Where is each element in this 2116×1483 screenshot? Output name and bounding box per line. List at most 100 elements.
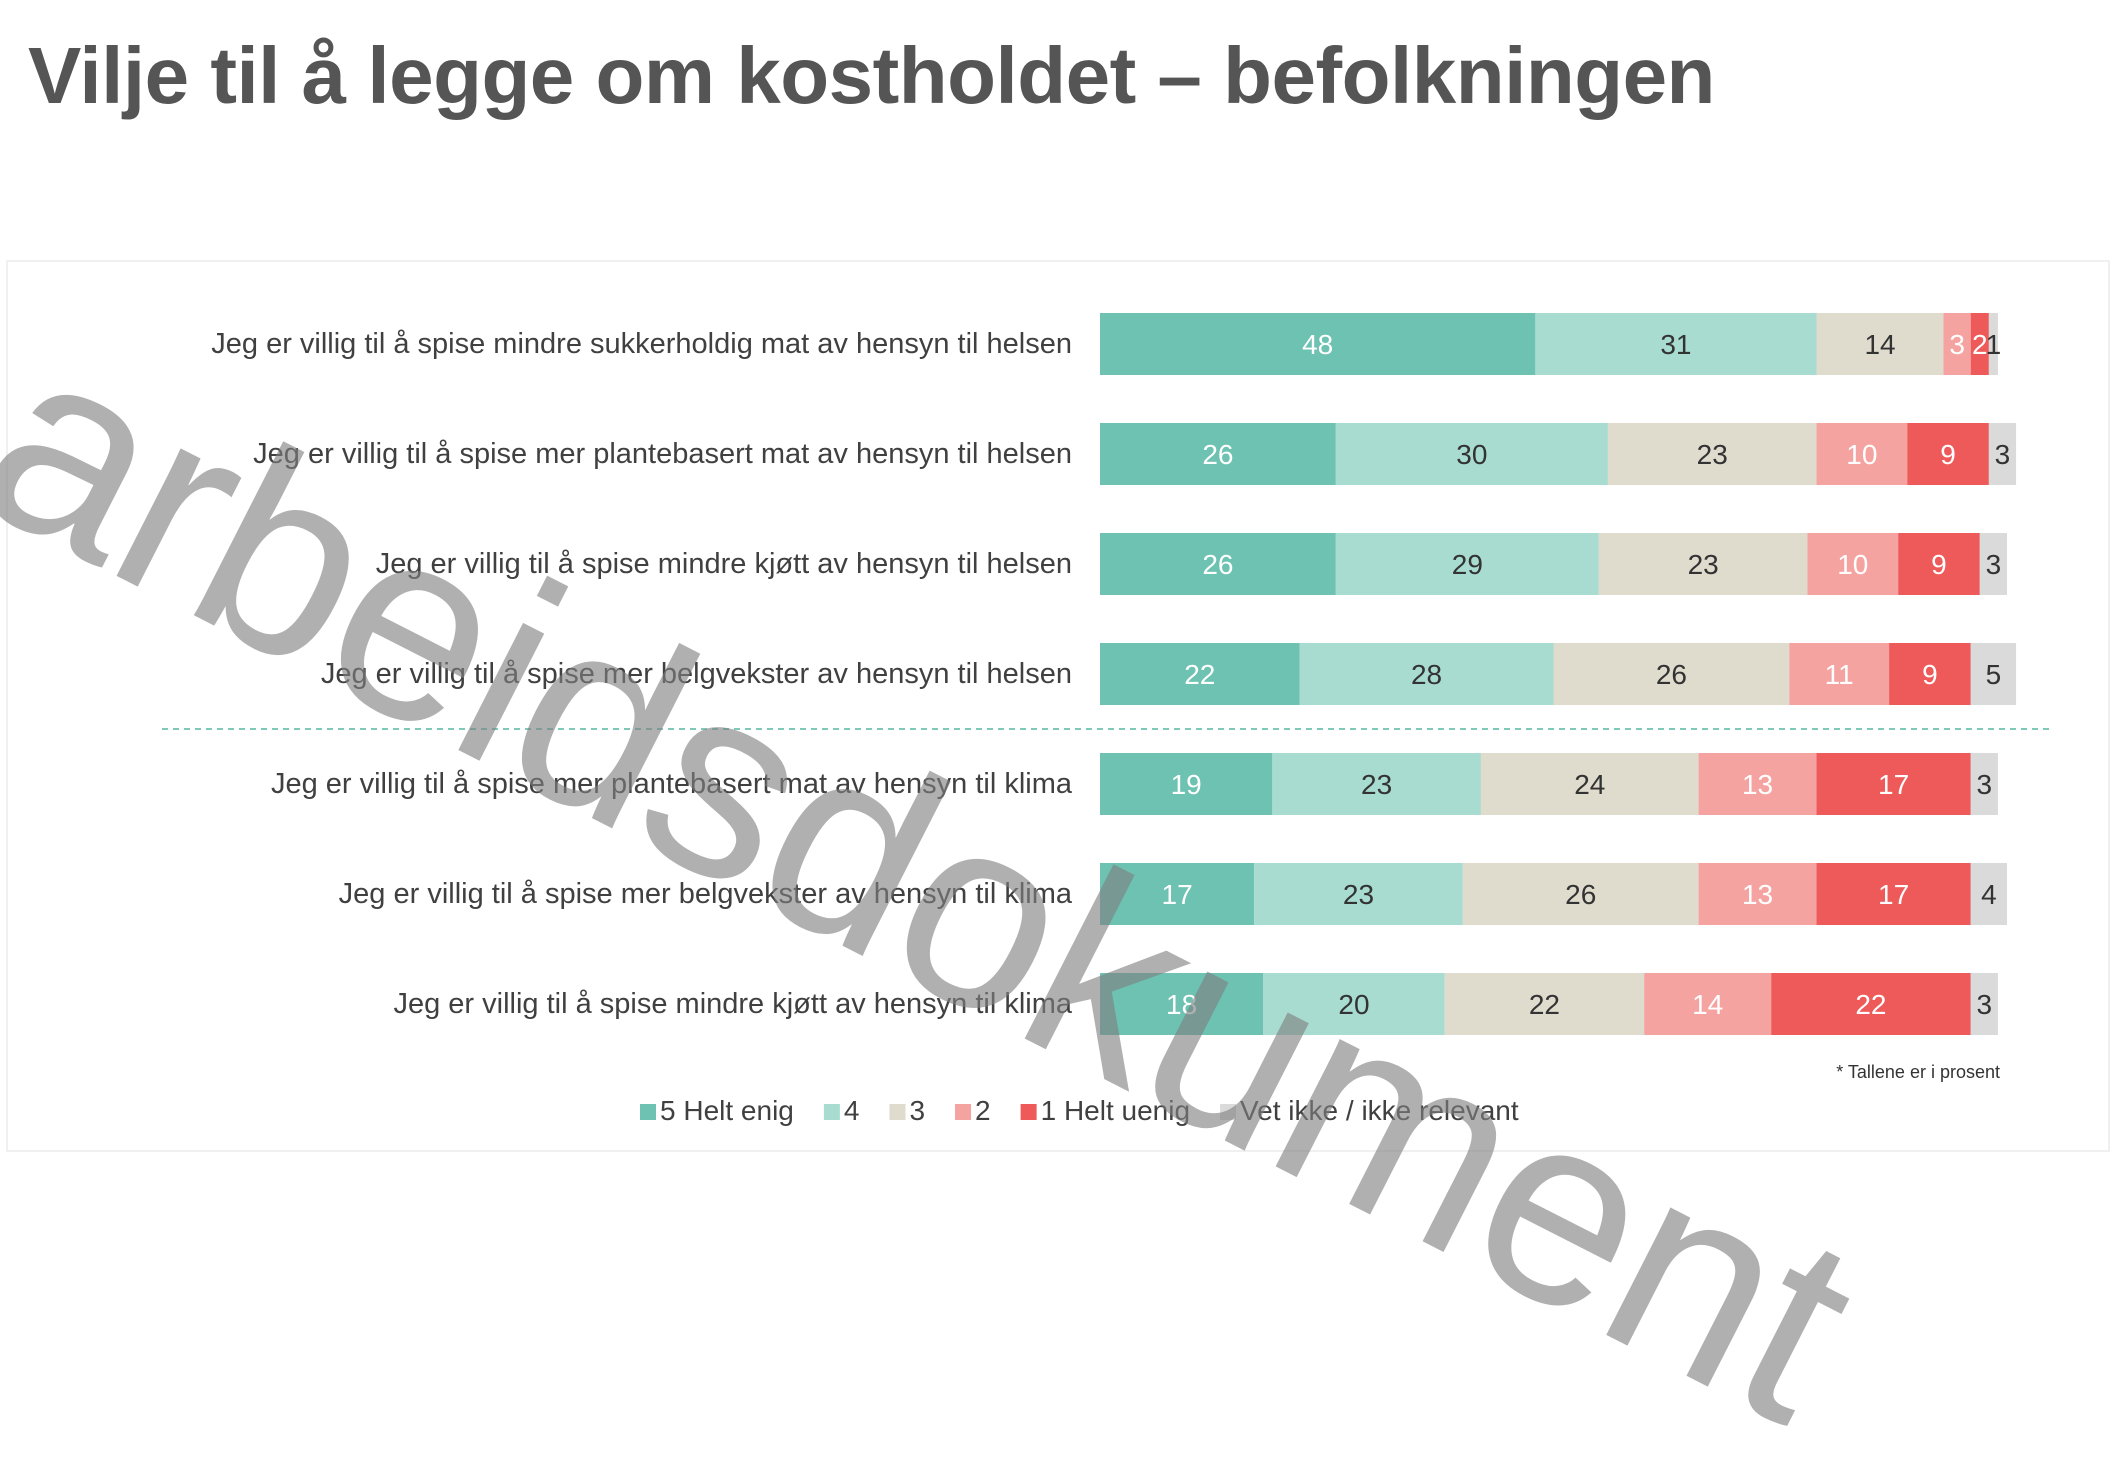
data-label: 31 bbox=[1660, 329, 1691, 360]
bar-segment bbox=[1970, 753, 1998, 815]
data-label: 17 bbox=[1878, 879, 1909, 910]
bar-segment bbox=[1979, 533, 2007, 595]
stacked-bar-chart: Jeg er villig til å spise mindre sukkerh… bbox=[162, 313, 2050, 1126]
bar-segment bbox=[1970, 973, 1998, 1035]
data-label: 11 bbox=[1825, 659, 1854, 690]
data-label: 14 bbox=[1692, 989, 1723, 1020]
data-label: 14 bbox=[1864, 329, 1895, 360]
data-label: 22 bbox=[1855, 989, 1886, 1020]
bar-segment bbox=[1889, 643, 1971, 705]
bar-segment bbox=[1100, 423, 1336, 485]
data-label: 5 bbox=[1986, 659, 2002, 690]
category-label: Jeg er villig til å spise mindre kjøtt a… bbox=[376, 548, 1072, 580]
bar-segment bbox=[1263, 973, 1445, 1035]
bar-segment bbox=[1970, 643, 2017, 705]
data-label: 26 bbox=[1202, 439, 1233, 470]
data-label: 18 bbox=[1166, 989, 1197, 1020]
bar-segment bbox=[1100, 533, 1336, 595]
bar-segment bbox=[1535, 313, 1817, 375]
data-label: 9 bbox=[1922, 659, 1938, 690]
legend-swatch bbox=[1220, 1104, 1237, 1120]
data-label: 4 bbox=[1981, 879, 1997, 910]
data-label: 29 bbox=[1452, 549, 1483, 580]
data-label: 22 bbox=[1529, 989, 1560, 1020]
category-label: Jeg er villig til å spise mindre sukkerh… bbox=[211, 328, 1072, 360]
bar-segment bbox=[1100, 863, 1255, 925]
legend-swatch bbox=[1020, 1104, 1037, 1120]
bar-segment bbox=[1816, 863, 1971, 925]
bar-segment bbox=[1988, 313, 1998, 375]
chart-panel bbox=[6, 260, 2110, 1152]
legend-swatch bbox=[823, 1104, 840, 1120]
data-label: 19 bbox=[1171, 769, 1202, 800]
data-label: 3 bbox=[1995, 439, 2011, 470]
data-label: 22 bbox=[1184, 659, 1215, 690]
legend-swatch bbox=[640, 1104, 656, 1120]
bar-segment bbox=[1816, 313, 1944, 375]
data-label: 10 bbox=[1846, 439, 1877, 470]
bar-segment bbox=[1943, 313, 1971, 375]
legend-swatch bbox=[889, 1104, 906, 1120]
bar-segment bbox=[1100, 313, 1536, 375]
bar-segment bbox=[1698, 753, 1817, 815]
data-label: 17 bbox=[1162, 879, 1193, 910]
data-label: 23 bbox=[1343, 879, 1374, 910]
bar-segment bbox=[1553, 643, 1790, 705]
category-label: Jeg er villig til å spise mer plantebase… bbox=[253, 438, 1072, 470]
legend-swatch bbox=[955, 1104, 972, 1120]
category-label: Jeg er villig til å spise mer plantebase… bbox=[271, 768, 1073, 800]
data-label: 26 bbox=[1656, 659, 1687, 690]
data-label: 26 bbox=[1202, 549, 1233, 580]
legend-label: 1 Helt uenig bbox=[1041, 1095, 1190, 1126]
bar-segment bbox=[1789, 643, 1890, 705]
data-label: 13 bbox=[1742, 879, 1773, 910]
data-label: 3 bbox=[1977, 769, 1993, 800]
page-title: Vilje til å legge om kostholdet – befolk… bbox=[28, 31, 1715, 120]
data-label: 3 bbox=[1986, 549, 2002, 580]
footnote: * Tallene er i prosent bbox=[1836, 1062, 2000, 1082]
bar-segment bbox=[1254, 863, 1463, 925]
data-label: 23 bbox=[1688, 549, 1719, 580]
data-label: 1 bbox=[1986, 329, 2002, 360]
data-label: 13 bbox=[1742, 769, 1773, 800]
bar-segment bbox=[1100, 973, 1264, 1035]
bar-segment bbox=[1272, 753, 1481, 815]
data-label: 26 bbox=[1565, 879, 1596, 910]
legend-label: 5 Helt enig bbox=[660, 1095, 794, 1126]
bar-segment bbox=[1335, 423, 1608, 485]
data-label: 20 bbox=[1338, 989, 1369, 1020]
bar-segment bbox=[1816, 423, 1908, 485]
bar-segment bbox=[1100, 753, 1273, 815]
bar-segment bbox=[1698, 863, 1817, 925]
bar-segment bbox=[1907, 423, 1989, 485]
data-label: 3 bbox=[1949, 329, 1965, 360]
bar-segment bbox=[1444, 973, 1645, 1035]
data-label: 48 bbox=[1302, 329, 1333, 360]
data-label: 30 bbox=[1456, 439, 1487, 470]
data-label: 24 bbox=[1574, 769, 1605, 800]
data-label: 10 bbox=[1837, 549, 1868, 580]
bar-segment bbox=[1988, 423, 2017, 485]
bar-segment bbox=[1816, 753, 1971, 815]
data-label: 9 bbox=[1940, 439, 1956, 470]
bar-segment bbox=[1299, 643, 1554, 705]
legend-label: 2 bbox=[975, 1095, 991, 1126]
category-label: Jeg er villig til å spise mer belgvekste… bbox=[339, 878, 1073, 910]
legend-label: Vet ikke / ikke relevant bbox=[1240, 1095, 1519, 1126]
legend-label: 4 bbox=[844, 1095, 860, 1126]
data-label: 9 bbox=[1931, 549, 1947, 580]
bar-segment bbox=[1644, 973, 1772, 1035]
bar-segment bbox=[1598, 533, 1808, 595]
bar-segment bbox=[1335, 533, 1599, 595]
bar-segment bbox=[1898, 533, 1980, 595]
bar-segment bbox=[1480, 753, 1699, 815]
bar-segment bbox=[1970, 863, 2007, 925]
bar-segment bbox=[1771, 973, 1971, 1035]
data-label: 3 bbox=[1977, 989, 1993, 1020]
bar-segment bbox=[1807, 533, 1899, 595]
data-label: 23 bbox=[1361, 769, 1392, 800]
data-label: 23 bbox=[1697, 439, 1728, 470]
bar-segment bbox=[1462, 863, 1699, 925]
bar-segment bbox=[1607, 423, 1817, 485]
category-label: Jeg er villig til å spise mer belgvekste… bbox=[321, 658, 1072, 690]
